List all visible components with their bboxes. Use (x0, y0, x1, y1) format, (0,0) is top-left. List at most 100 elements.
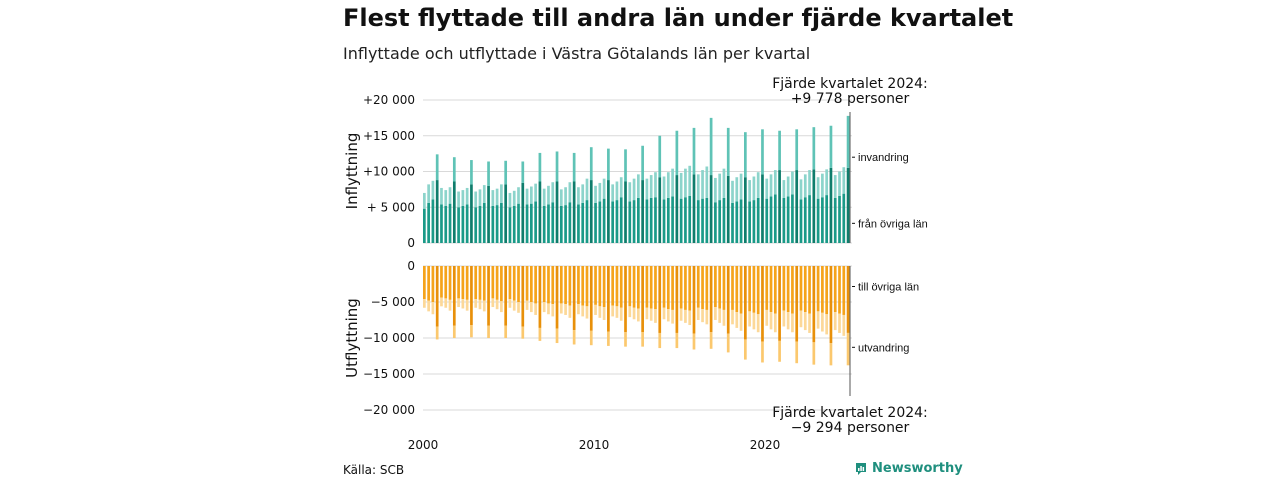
bar-segment-utvandring (688, 310, 692, 326)
bar-segment-invandring (838, 171, 841, 196)
bar-segment-till-övriga-län (714, 266, 717, 308)
y-tick-label: +10 000 (363, 165, 415, 179)
bar-segment-från-övriga-län (542, 205, 546, 243)
bar-segment-till-övriga-län (500, 266, 503, 302)
bar-segment-från-övriga-län (645, 199, 649, 243)
bar-segment-till-övriga-län (825, 266, 829, 315)
brand-logo[interactable]: Newsworthy (855, 461, 963, 476)
bar-segment-invandring (795, 129, 799, 171)
bar-segment-till-övriga-län (581, 266, 585, 306)
bar-segment-utvandring (846, 332, 850, 366)
bar-segment-invandring (440, 187, 443, 205)
bar-segment-invandring (585, 178, 589, 201)
bar-segment-utvandring (559, 303, 563, 314)
bar-segment-utvandring (457, 298, 460, 308)
bar-segment-invandring (504, 160, 508, 185)
bar-segment-till-övriga-län (431, 266, 435, 302)
bar-segment-utvandring (594, 304, 597, 315)
bar-segment-utvandring (722, 309, 726, 326)
bar-segment-utvandring (812, 342, 816, 365)
x-tick-label: 2010 (579, 438, 610, 452)
bar-segment-utvandring (448, 299, 452, 311)
bar-segment-från-övriga-län (735, 201, 739, 243)
bar-segment-från-övriga-län (444, 205, 448, 243)
bar-segment-till-övriga-län (440, 266, 443, 298)
bar-segment-till-övriga-län (577, 266, 580, 305)
bar-segment-till-övriga-län (744, 266, 747, 340)
bar-segment-utvandring (444, 298, 448, 308)
bar-segment-invandring (714, 177, 717, 203)
bar-segment-utvandring (547, 303, 550, 315)
bar-segment-invandring (752, 176, 756, 201)
bar-segment-från-övriga-län (615, 200, 619, 243)
bar-segment-till-övriga-län (761, 266, 764, 342)
bar-segment-från-övriga-län (478, 205, 482, 243)
bar-segment-utvandring (662, 307, 666, 320)
bar-segment-till-övriga-län (435, 266, 439, 327)
bar-segment-invandring (474, 191, 478, 208)
bar-segment-invandring (534, 183, 537, 202)
bar-segment-från-övriga-län (679, 198, 683, 243)
bar-segment-invandring (555, 151, 559, 182)
bar-segment-invandring (594, 185, 597, 203)
bar-segment-invandring (769, 174, 773, 197)
bar-segment-från-övriga-län (440, 204, 443, 243)
bar-segment-utvandring (555, 328, 559, 344)
bar-segment-från-övriga-län (482, 202, 486, 243)
bar-segment-till-övriga-län (637, 266, 640, 309)
bar-segment-från-övriga-län (722, 197, 726, 243)
bar-segment-från-övriga-län (555, 181, 559, 243)
bar-segment-från-övriga-län (577, 204, 580, 243)
bar-segment-invandring (444, 190, 448, 206)
bar-segment-till-övriga-län (615, 266, 619, 307)
bar-segment-invandring (649, 175, 653, 198)
bar-segment-från-övriga-län (504, 184, 508, 243)
bar-segment-utvandring (679, 308, 683, 321)
bar-segment-till-övriga-län (589, 266, 593, 331)
bar-segment-till-övriga-län (688, 266, 692, 311)
bar-segment-till-övriga-län (602, 266, 606, 308)
y-axis-title: Utflyttning (343, 298, 361, 378)
bar-segment-utvandring (474, 299, 478, 308)
bar-segment-invandring (512, 190, 516, 206)
bar-segment-invandring (688, 165, 692, 196)
bar-segment-utvandring (534, 303, 537, 315)
bar-segment-invandring (658, 135, 662, 178)
bar-segment-från-övriga-län (825, 195, 829, 243)
bar-segment-till-övriga-län (508, 266, 512, 300)
annotation-text: Fjärde kvartalet 2024: (772, 405, 928, 421)
bar-segment-invandring (765, 178, 769, 199)
bar-segment-utvandring (637, 308, 640, 322)
bar-segment-invandring (739, 173, 743, 200)
bar-segment-från-övriga-län (654, 197, 657, 243)
bar-segment-från-övriga-län (658, 177, 662, 243)
bar-segment-utvandring (431, 302, 435, 315)
bar-segment-från-övriga-län (731, 202, 734, 243)
bar-segment-utvandring (821, 312, 824, 332)
bar-segment-invandring (521, 161, 525, 183)
bar-segment-till-övriga-län (803, 266, 807, 313)
bar-segment-till-övriga-län (696, 266, 700, 308)
bar-segment-till-övriga-län (452, 266, 456, 326)
bar-segment-till-övriga-län (491, 266, 495, 299)
bar-segment-från-övriga-län (538, 181, 542, 243)
bar-segment-invandring (791, 171, 794, 195)
bar-segment-utvandring (808, 313, 811, 333)
bar-segment-utvandring (568, 305, 572, 318)
bar-segment-till-övriga-län (821, 266, 824, 313)
bar-segment-utvandring (641, 332, 644, 347)
bar-segment-invandring (577, 187, 580, 205)
bar-segment-invandring (641, 145, 644, 181)
bar-segment-utvandring (491, 298, 495, 308)
bar-segment-från-övriga-län (585, 200, 589, 243)
bar-segment-utvandring (482, 300, 486, 312)
bar-segment-utvandring (611, 305, 615, 317)
bar-segment-utvandring (423, 299, 426, 308)
bar-segment-invandring (846, 115, 850, 168)
bar-segment-från-övriga-län (739, 199, 743, 243)
bar-segment-invandring (679, 172, 683, 199)
bar-segment-från-övriga-län (701, 198, 704, 243)
bar-segment-utvandring (799, 310, 803, 328)
bar-segment-utvandring (435, 326, 439, 340)
bar-segment-utvandring (718, 308, 722, 323)
